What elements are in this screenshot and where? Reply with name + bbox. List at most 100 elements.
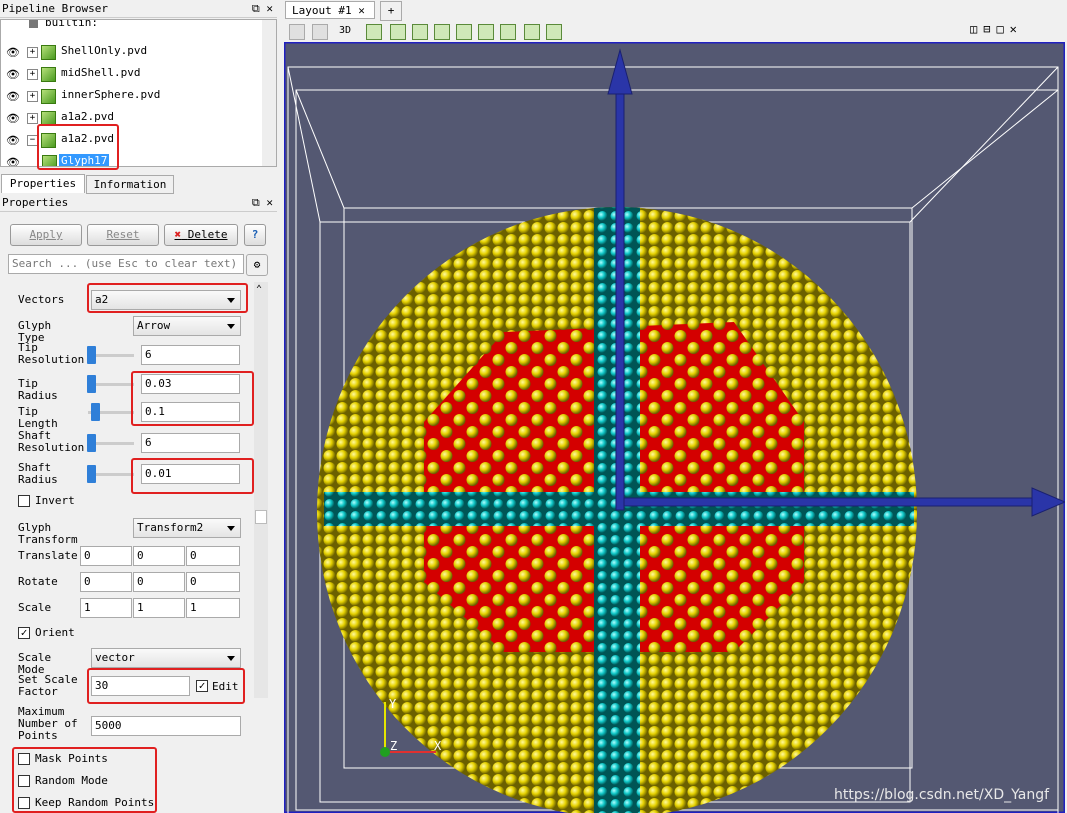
apply-button[interactable]: Apply <box>10 224 82 246</box>
window-buttons[interactable]: ◫⊟□✕ <box>970 22 1023 36</box>
scrollbar[interactable] <box>254 282 268 698</box>
checkbox-label: Random Mode <box>35 774 108 787</box>
text-input[interactable]: 6 <box>141 433 240 453</box>
checkbox-label: Orient <box>35 626 75 639</box>
tree-item[interactable]: innerSphere.pvd <box>61 88 161 101</box>
checkbox[interactable] <box>18 775 30 787</box>
toolbar-icon[interactable] <box>546 24 562 40</box>
expand-icon[interactable]: + <box>27 91 38 102</box>
scroll-thumb[interactable] <box>255 510 267 524</box>
field-label: Glyph Transform <box>18 521 78 546</box>
text-input[interactable]: 0.03 <box>141 374 240 394</box>
cube-icon <box>41 45 56 60</box>
toolbar-icon[interactable] <box>289 24 305 40</box>
text-input[interactable]: 0 <box>186 572 240 592</box>
checkbox[interactable] <box>18 753 30 765</box>
delete-button[interactable]: ✖ Delete <box>164 224 238 246</box>
field-label: Rotate <box>18 575 58 588</box>
field-label: Vectors <box>18 293 65 306</box>
toolbar-icon[interactable] <box>478 24 494 40</box>
field-label: Scale <box>18 601 52 614</box>
checkbox[interactable]: ✓ <box>196 680 208 692</box>
tab[interactable]: Information <box>86 175 174 194</box>
slider-handle[interactable] <box>91 403 100 421</box>
slider-track <box>88 383 134 386</box>
checkbox[interactable] <box>18 797 30 809</box>
search-box[interactable]: Search ... (use Esc to clear text) <box>8 254 244 274</box>
layout-tab[interactable]: Layout #1 ✕ <box>285 1 375 19</box>
slider-handle[interactable] <box>87 434 96 452</box>
tree-item[interactable]: a1a2.pvd <box>61 132 114 145</box>
text-input[interactable]: 1 <box>186 598 240 618</box>
highlight-box <box>131 371 254 426</box>
tab[interactable]: Properties <box>1 174 85 193</box>
eye-icon[interactable]: 👁 <box>6 90 20 103</box>
expand-icon[interactable]: + <box>27 47 38 58</box>
text-input[interactable]: 0 <box>186 546 240 566</box>
toolbar-icon[interactable] <box>390 24 406 40</box>
toolbar-icon[interactable] <box>500 24 516 40</box>
expand-icon[interactable]: + <box>27 69 38 80</box>
text-input[interactable]: 1 <box>80 598 132 618</box>
slider-handle[interactable] <box>87 375 96 393</box>
field-label: Translate <box>18 549 78 562</box>
eye-icon[interactable]: 👁 <box>6 112 20 125</box>
dropdown[interactable]: a2 <box>91 290 241 310</box>
eye-icon[interactable]: 👁 <box>6 156 20 167</box>
axes-triad: Y Z X <box>380 697 442 757</box>
checkbox-label: Keep Random Points <box>35 796 155 809</box>
text-input[interactable]: 0.1 <box>141 402 240 422</box>
tree-item[interactable]: builtin: <box>45 19 98 29</box>
text-input[interactable]: 1 <box>133 598 185 618</box>
toolbar-icon[interactable] <box>366 24 382 40</box>
toolbar-icon[interactable] <box>312 24 328 40</box>
slider-track <box>88 473 134 476</box>
text-input[interactable]: 0.01 <box>141 464 240 484</box>
tree-item[interactable]: Glyph17 <box>59 154 110 167</box>
dropdown[interactable]: vector <box>91 648 241 668</box>
dropdown[interactable]: Arrow <box>133 316 241 336</box>
tab-label: Layout #1 <box>292 4 352 17</box>
reset-button[interactable]: Reset <box>87 224 159 246</box>
panel-title: Pipeline Browser <box>2 2 108 15</box>
slider-track <box>88 354 134 357</box>
view-mode-button[interactable]: 3D <box>339 25 352 36</box>
text-input[interactable]: 5000 <box>91 716 241 736</box>
add-tab[interactable]: + <box>380 1 402 21</box>
text-input[interactable]: 0 <box>80 546 132 566</box>
eye-icon[interactable]: 👁 <box>6 68 20 81</box>
eye-icon[interactable]: 👁 <box>6 46 20 59</box>
panel-header: Pipeline Browser ⧉ ✕ <box>0 0 277 18</box>
text-input[interactable]: 6 <box>141 345 240 365</box>
slider-handle[interactable] <box>87 346 96 364</box>
toolbar-icon[interactable] <box>524 24 540 40</box>
close-icon[interactable]: ⧉ ✕ <box>251 2 273 15</box>
tree-item[interactable]: ShellOnly.pvd <box>61 44 148 57</box>
checkbox[interactable] <box>18 495 30 507</box>
toolbar-icon[interactable] <box>456 24 472 40</box>
settings-button[interactable]: ⚙ <box>246 254 268 276</box>
axis-label: X <box>434 739 442 753</box>
help-button[interactable]: ? <box>244 224 266 246</box>
text-input[interactable]: 0 <box>133 572 185 592</box>
scrollbar[interactable] <box>262 20 276 166</box>
cube-icon <box>41 133 56 148</box>
close-icon[interactable]: ⧉ ✕ <box>251 196 273 209</box>
tree-item[interactable]: midShell.pvd <box>61 66 141 79</box>
scroll-arrow[interactable]: ⌃ <box>256 284 263 295</box>
text-input[interactable]: 30 <box>91 676 190 696</box>
text-input[interactable]: 0 <box>80 572 132 592</box>
checkbox[interactable]: ✓ <box>18 627 30 639</box>
toolbar-icon[interactable] <box>434 24 450 40</box>
axis-label: Z <box>390 739 397 753</box>
text-input[interactable]: 0 <box>133 546 185 566</box>
panel-header: Properties ⧉ ✕ <box>0 194 277 212</box>
slider-handle[interactable] <box>87 465 96 483</box>
toolbar-icon[interactable] <box>412 24 428 40</box>
expand-icon[interactable]: + <box>27 113 38 124</box>
field-label: Shaft Resolution <box>18 429 85 454</box>
eye-icon[interactable]: 👁 <box>6 134 20 147</box>
highlight-box <box>87 668 245 704</box>
tree-item[interactable]: a1a2.pvd <box>61 110 114 123</box>
dropdown[interactable]: Transform2 <box>133 518 241 538</box>
